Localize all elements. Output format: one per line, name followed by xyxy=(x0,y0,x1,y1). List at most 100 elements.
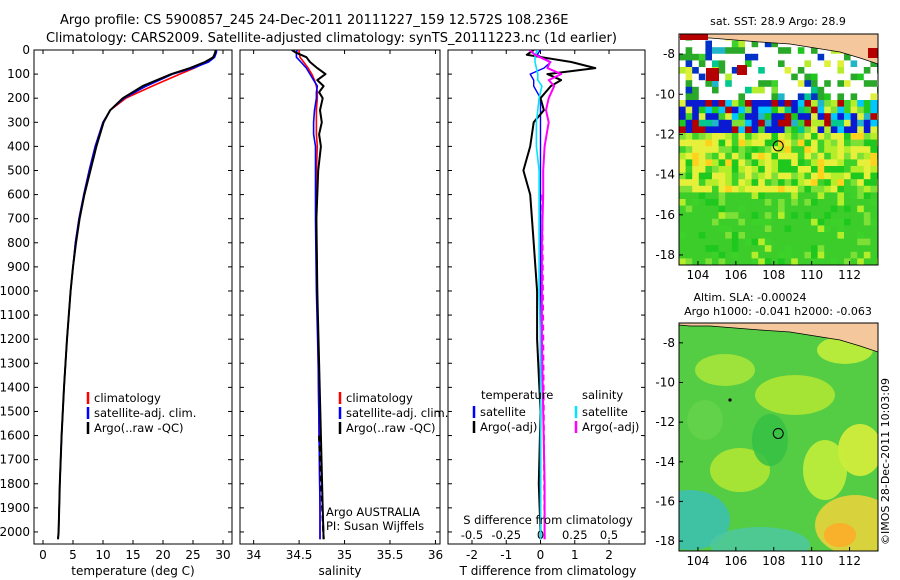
sst-map-cell xyxy=(705,152,713,160)
sst-map-cell xyxy=(731,152,739,160)
sst-map-anomaly-cell xyxy=(737,65,747,75)
sst-map-cell xyxy=(837,199,845,206)
sst-map-cell xyxy=(850,218,858,226)
difference-legend-label: satellite xyxy=(582,405,628,419)
sst-map-cell xyxy=(738,86,746,94)
sst-map-cell xyxy=(751,179,759,187)
sst-map-cell xyxy=(830,218,838,226)
sst-map-cell xyxy=(698,133,706,140)
sst-map-cell xyxy=(817,133,825,140)
sst-map-cell xyxy=(844,185,851,193)
sst-map-cell xyxy=(778,218,785,226)
sst-map-cell xyxy=(679,245,686,253)
sst-map-cell xyxy=(692,179,700,187)
sst-map-cell xyxy=(725,179,733,187)
sst-map-cell xyxy=(725,53,733,61)
sst-map-cell xyxy=(844,113,851,121)
sst-map-cell xyxy=(731,179,739,187)
sst-map-cell xyxy=(692,225,700,233)
sst-map-cell xyxy=(718,60,726,68)
sst-map-cell xyxy=(745,126,752,134)
sla-map-lat-tick-label: -14 xyxy=(655,455,675,469)
sst-map-cell xyxy=(685,40,693,48)
sst-map-cell xyxy=(725,172,733,180)
sst-map-cell xyxy=(758,113,766,121)
sst-map-cell xyxy=(738,251,746,259)
sst-map-cell xyxy=(778,139,785,147)
sst-map-cell xyxy=(712,245,719,253)
sst-map-cell xyxy=(857,251,865,259)
sst-map-cell xyxy=(817,146,825,154)
sst-map-cell xyxy=(863,258,871,265)
salinity-xtick-label: 35.5 xyxy=(377,548,404,562)
sst-map-cell xyxy=(718,53,726,61)
sst-map-cell xyxy=(692,251,700,259)
sst-map-cell xyxy=(731,67,739,74)
depth-tick-label: 200 xyxy=(7,91,30,105)
sst-map-cell xyxy=(745,139,752,147)
sst-map-lon-tick-label: 108 xyxy=(762,268,785,282)
sst-map-cell xyxy=(830,199,838,206)
sst-map-cell xyxy=(679,53,686,61)
sst-map-cell xyxy=(764,113,772,121)
sst-map-cell xyxy=(758,205,766,213)
sst-map-cell xyxy=(824,172,832,180)
sst-map-cell xyxy=(844,238,851,246)
sst-map-cell xyxy=(778,192,785,200)
sst-map-cell xyxy=(731,139,739,147)
sst-map-cell xyxy=(692,67,700,74)
sst-map-cell xyxy=(771,133,779,140)
sst-map-cell xyxy=(679,172,686,180)
sst-map-cell xyxy=(718,205,726,213)
sst-map-cell xyxy=(817,152,825,160)
sst-map-cell xyxy=(863,199,871,206)
sst-map-cell xyxy=(844,245,851,253)
sst-map-anomaly-cell xyxy=(706,68,719,81)
sst-map-cell xyxy=(844,86,851,94)
sst-map-cell xyxy=(731,251,739,259)
sst-map-cell xyxy=(850,258,858,265)
depth-tick-label: 600 xyxy=(7,188,30,202)
sst-map-cell xyxy=(771,126,779,134)
sst-map-cell xyxy=(764,40,772,48)
sst-map-cell xyxy=(817,60,825,68)
sst-map-cell xyxy=(850,251,858,259)
sst-map-cell xyxy=(863,93,871,101)
sst-map-cell xyxy=(738,166,746,173)
sst-map-cell xyxy=(778,86,785,94)
sst-map-cell xyxy=(751,47,759,55)
sst-map-cell xyxy=(771,40,779,48)
sst-map-cell xyxy=(870,205,878,213)
sst-map-cell xyxy=(705,199,713,206)
sst-map-cell xyxy=(791,251,799,259)
temperature-series-line xyxy=(57,50,218,540)
sst-map-cell xyxy=(725,126,733,134)
sst-map-cell xyxy=(738,152,746,160)
sst-map-cell xyxy=(771,212,779,220)
sst-map-cell xyxy=(758,212,766,220)
sst-map-cell xyxy=(811,179,818,187)
sst-map-cell xyxy=(698,67,706,74)
sst-map-cell xyxy=(804,73,812,81)
sst-map-cell xyxy=(771,113,779,121)
sst-map-cell xyxy=(738,80,746,88)
sst-map-cell xyxy=(830,60,838,68)
sst-map-cell xyxy=(784,159,792,167)
sst-map-cell xyxy=(758,172,766,180)
sst-map-cell xyxy=(698,192,706,200)
sst-map-cell xyxy=(718,245,726,253)
sst-map-cell xyxy=(811,238,818,246)
sst-map-cell xyxy=(758,192,766,200)
sst-map-cell xyxy=(692,212,700,220)
sst-map-cell xyxy=(778,238,785,246)
sst-map-cell xyxy=(791,218,799,226)
sst-map-cell xyxy=(797,93,805,101)
sst-map-cell xyxy=(698,212,706,220)
sst-map-cell xyxy=(870,251,878,259)
sst-map-cell xyxy=(824,67,832,74)
sst-map-cell xyxy=(764,218,772,226)
sst-map-cell xyxy=(784,238,792,246)
sst-map-cell xyxy=(712,218,719,226)
sst-map-cell xyxy=(857,245,865,253)
sst-map-cell xyxy=(692,133,700,140)
